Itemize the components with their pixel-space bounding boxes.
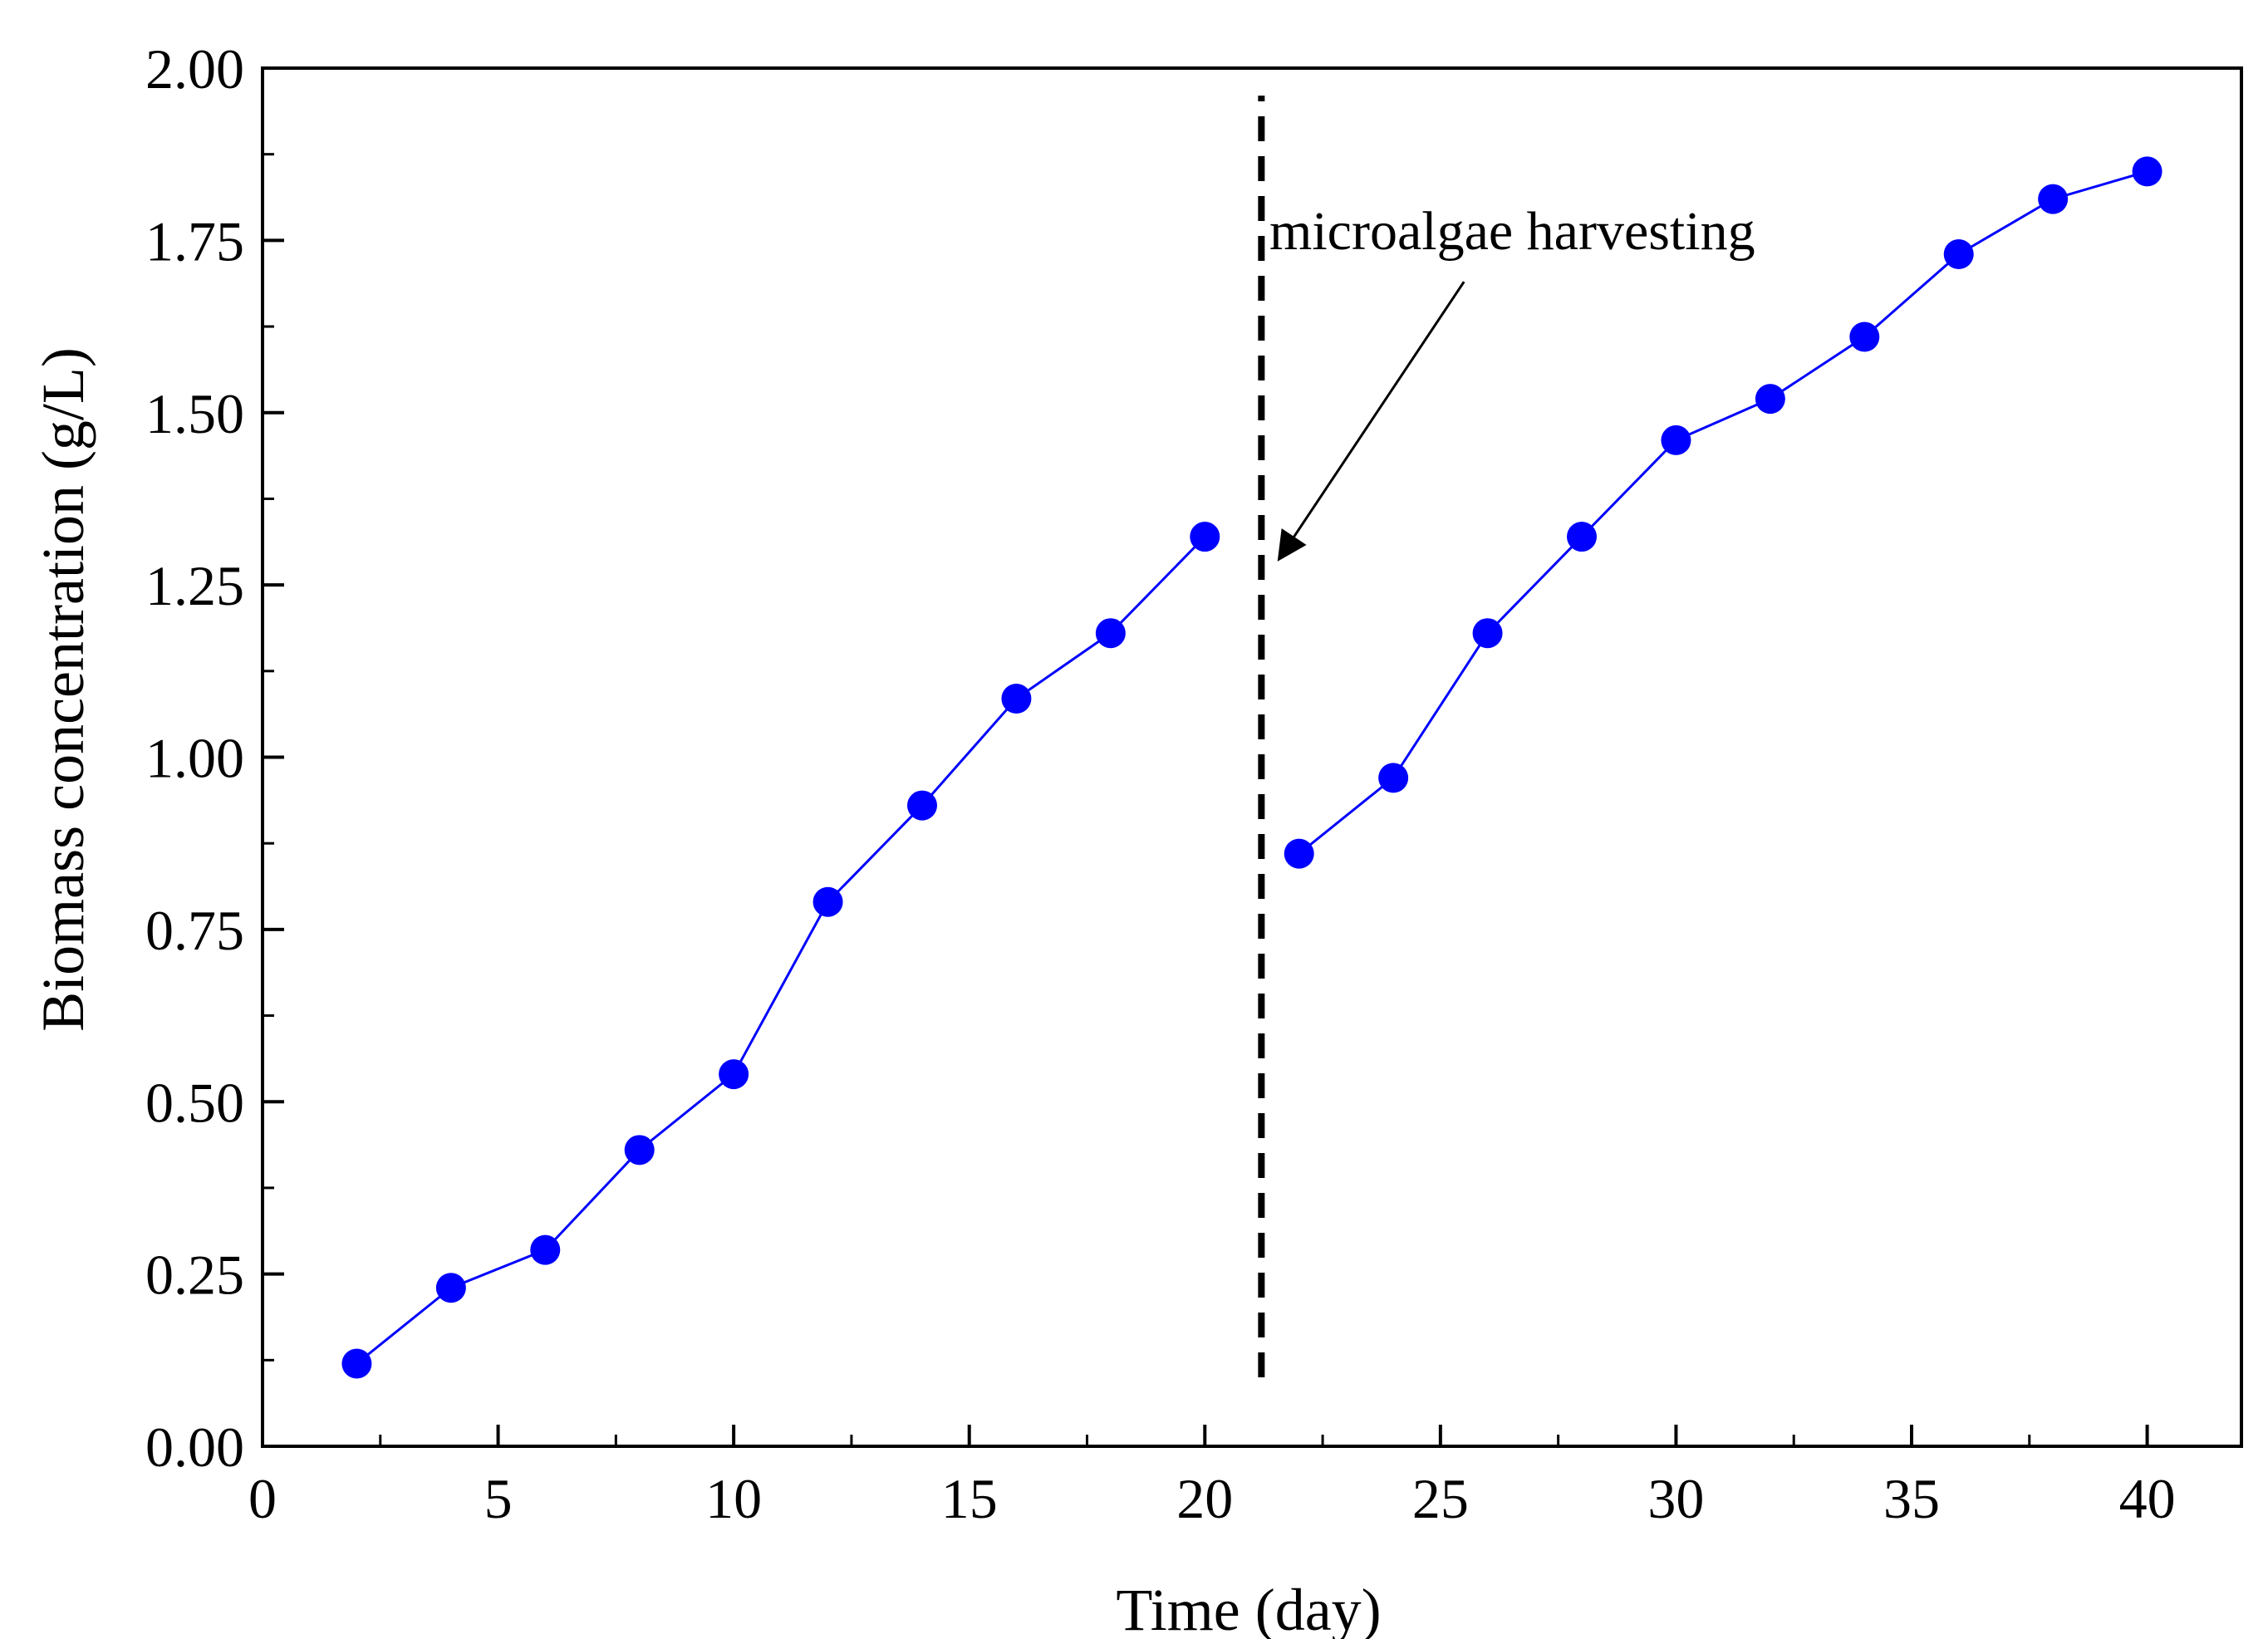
x-tick-label: 40 [2119, 1467, 2176, 1530]
y-tick-label: 1.25 [145, 554, 244, 617]
data-point [1472, 618, 1503, 649]
x-tick-label: 30 [1647, 1467, 1704, 1530]
data-series [341, 156, 2162, 1379]
annotation-label: microalgae harvesting [1269, 201, 1755, 262]
annotation-arrow [1277, 281, 1465, 562]
plot-frame [261, 66, 2243, 1448]
y-tick-label: 2.00 [145, 37, 244, 101]
y-tick-label: 0.25 [145, 1244, 244, 1307]
data-point [530, 1234, 561, 1265]
x-tick-label: 25 [1412, 1467, 1469, 1530]
data-point [624, 1135, 655, 1165]
x-tick-label: 15 [941, 1467, 998, 1530]
data-point [1567, 522, 1597, 552]
x-tick-label: 20 [1176, 1467, 1233, 1530]
data-point [812, 886, 843, 917]
x-tick-label: 0 [248, 1467, 277, 1530]
x-axis-title: Time (day) [1116, 1577, 1381, 1639]
x-tick-label: 10 [705, 1467, 762, 1530]
data-point [1943, 238, 1974, 269]
data-point [435, 1273, 466, 1303]
series-line-2 [1298, 169, 2148, 855]
y-tick-label: 1.75 [145, 209, 244, 272]
axes [261, 66, 2243, 1448]
y-tick-label: 0.00 [145, 1416, 244, 1479]
y-axis-title: Biomass concentration (g/L) [30, 347, 96, 1032]
data-point [2132, 156, 2162, 187]
data-point [1284, 838, 1314, 869]
data-point [2038, 184, 2069, 214]
data-point [1001, 683, 1032, 714]
data-point [1095, 618, 1126, 649]
series-line-1 [356, 536, 1206, 1365]
x-tick-label: 5 [484, 1467, 513, 1530]
data-point [719, 1059, 749, 1090]
data-point [1755, 384, 1785, 415]
data-point [1661, 424, 1691, 455]
ticks: 0 5 10 15 20 25 30 35 40 0.00 0.25 0.50 0.75 1.00 1.25… [145, 37, 2176, 1530]
y-tick-label: 0.75 [145, 899, 244, 962]
data-point [1190, 522, 1220, 552]
data-point [1849, 321, 1880, 352]
y-tick-label: 0.50 [145, 1071, 244, 1134]
x-tick-label: 35 [1883, 1467, 1940, 1530]
data-point [341, 1348, 372, 1379]
data-point [1378, 763, 1409, 793]
data-point [907, 790, 937, 821]
harvest-marker [1258, 96, 1465, 1378]
y-tick-label: 1.00 [145, 727, 244, 790]
y-tick-label: 1.50 [145, 382, 244, 445]
